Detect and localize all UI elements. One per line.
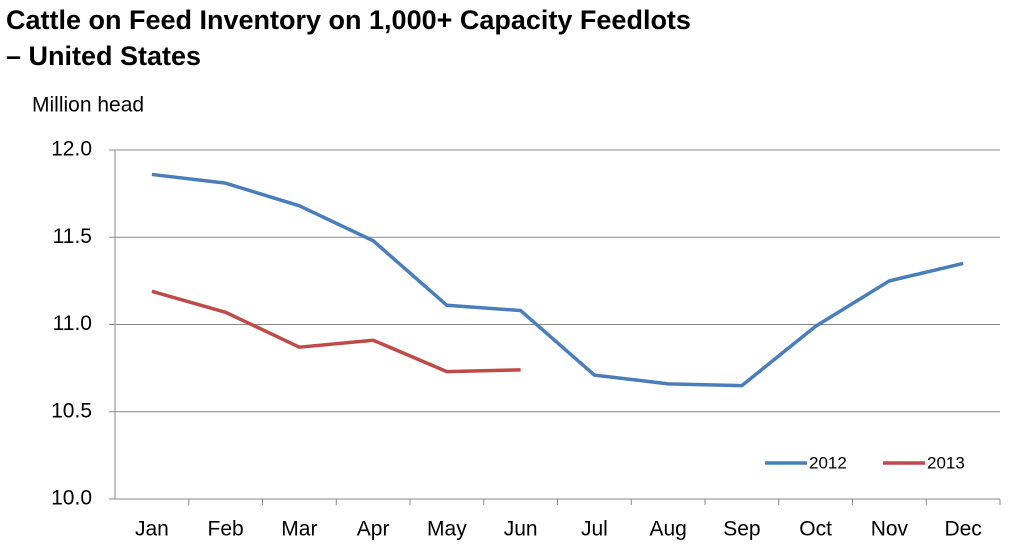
line-series	[151, 289, 521, 374]
x-tick-label: Aug	[649, 518, 686, 541]
line-series	[151, 172, 964, 388]
legend-label: 2013	[927, 453, 965, 472]
x-tick-label: May	[427, 518, 467, 541]
x-tick-label: Jun	[504, 518, 538, 541]
x-tick-label: Apr	[357, 518, 390, 541]
y-tick-label: 11.5	[53, 225, 92, 248]
y-tick-label: 10.0	[51, 487, 92, 510]
y-axis-label: Million head	[32, 94, 144, 117]
x-tick-label: Dec	[944, 518, 981, 541]
x-tick-label: Mar	[281, 518, 317, 541]
y-tick-label: 10.5	[51, 399, 92, 422]
legend-label: 2012	[809, 453, 847, 472]
x-tick-label: Jan	[135, 518, 169, 541]
x-tick-label: Sep	[723, 518, 760, 541]
y-tick-label: 12.0	[51, 138, 92, 161]
x-tick-label: Jul	[581, 518, 608, 541]
chart-title: Cattle on Feed Inventory on 1,000+ Capac…	[6, 5, 691, 71]
x-tick-label: Feb	[208, 518, 244, 541]
y-tick-label: 11.0	[53, 312, 92, 335]
x-tick-label: Nov	[871, 518, 909, 541]
x-tick-label: Oct	[799, 518, 832, 541]
